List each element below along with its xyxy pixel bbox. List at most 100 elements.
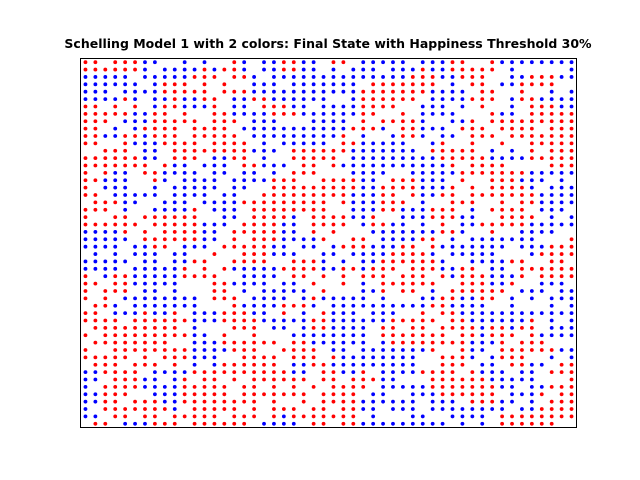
red-agent-point [529,318,534,323]
blue-agent-point [123,311,128,316]
blue-agent-point [222,170,227,175]
red-agent-point [569,163,574,168]
red-agent-point [440,222,445,227]
blue-agent-point [291,370,296,375]
blue-agent-point [341,303,346,308]
red-agent-point [291,156,296,161]
red-agent-point [480,134,485,138]
red-agent-point [430,237,435,242]
red-agent-point [222,281,227,286]
red-agent-point [559,385,564,389]
red-agent-point [529,348,534,352]
blue-agent-point [162,67,167,72]
red-agent-point [172,414,177,419]
red-agent-point [103,318,108,323]
blue-agent-point [291,362,296,367]
blue-agent-point [232,193,237,197]
blue-agent-point [529,399,534,404]
blue-agent-point [420,296,425,301]
blue-agent-point [420,303,425,308]
blue-agent-point [123,82,128,87]
blue-agent-point [401,222,405,227]
blue-agent-point [331,134,336,138]
red-agent-point [262,252,266,256]
red-agent-point [222,333,227,338]
red-agent-point [490,230,495,234]
red-agent-point [391,281,395,286]
red-agent-point [103,340,108,345]
red-agent-point [232,303,237,308]
red-agent-point [500,193,504,197]
red-agent-point [143,215,147,220]
red-agent-point [529,266,534,271]
red-agent-point [440,230,445,234]
red-agent-point [321,325,326,330]
red-agent-point [420,75,425,79]
blue-agent-point [341,296,346,301]
blue-agent-point [212,156,217,161]
blue-agent-point [371,421,376,426]
red-agent-point [93,222,98,227]
blue-agent-point [391,311,395,316]
red-agent-point [450,289,455,293]
red-agent-point [182,348,187,352]
blue-agent-point [371,259,376,264]
blue-agent-point [153,385,157,389]
blue-agent-point [172,296,177,301]
blue-agent-point [529,370,534,375]
red-agent-point [500,207,504,212]
red-agent-point [222,399,227,404]
blue-agent-point [311,340,316,345]
red-agent-point [410,82,415,87]
blue-agent-point [172,163,177,168]
blue-agent-point [301,370,306,375]
blue-agent-point [153,296,157,301]
red-agent-point [361,119,366,124]
red-agent-point [232,119,237,124]
red-agent-point [311,407,316,411]
red-agent-point [113,414,118,419]
red-agent-point [549,75,554,79]
red-agent-point [162,141,167,146]
red-agent-point [222,370,227,375]
blue-agent-point [420,200,425,205]
red-agent-point [103,399,108,404]
blue-agent-point [510,399,514,404]
red-agent-point [331,215,336,220]
blue-agent-point [381,148,385,153]
red-agent-point [272,193,276,197]
blue-agent-point [182,296,187,301]
red-agent-point [440,296,445,301]
red-agent-point [460,325,465,330]
red-agent-point [232,230,237,234]
red-agent-point [103,207,108,212]
red-agent-point [490,296,495,301]
blue-agent-point [401,355,405,360]
blue-agent-point [272,266,276,271]
blue-agent-point [172,207,177,212]
blue-agent-point [371,244,376,249]
blue-agent-point [212,340,217,345]
blue-agent-point [93,97,98,101]
red-agent-point [470,333,475,338]
red-agent-point [291,67,296,72]
red-agent-point [549,148,554,153]
blue-agent-point [430,67,435,72]
blue-agent-point [440,163,445,168]
blue-agent-point [133,303,137,308]
blue-agent-point [232,97,237,101]
red-agent-point [281,104,286,109]
red-agent-point [490,325,495,330]
red-agent-point [520,348,524,352]
blue-agent-point [470,222,475,227]
red-agent-point [133,333,137,338]
blue-agent-point [500,370,504,375]
red-agent-point [262,340,266,345]
red-agent-point [93,207,98,212]
blue-agent-point [420,60,425,65]
red-agent-point [331,193,336,197]
blue-agent-point [212,178,217,183]
blue-agent-point [490,377,495,382]
red-agent-point [291,377,296,382]
red-agent-point [470,266,475,271]
